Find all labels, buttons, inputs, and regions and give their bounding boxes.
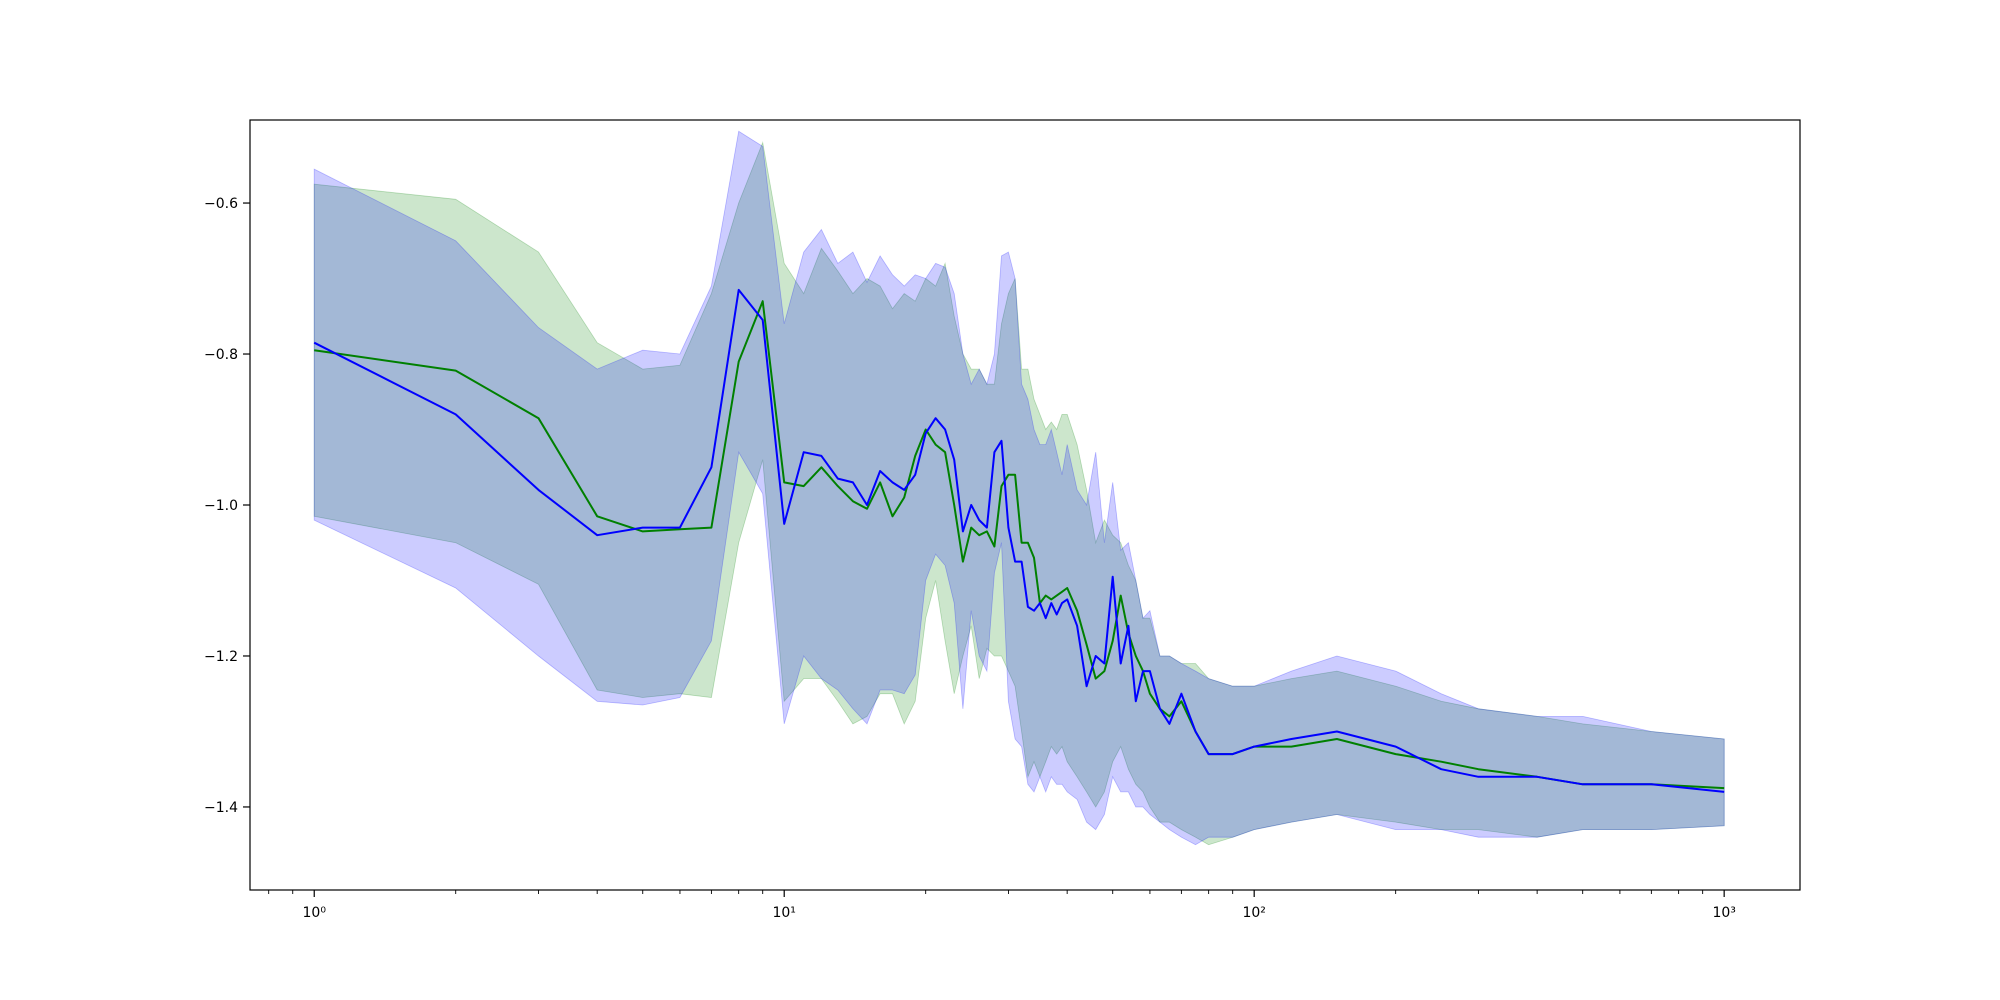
confidence-bands [313,130,1725,846]
x-tick-label: 10¹ [772,905,795,921]
x-tick-label: 10⁰ [303,905,327,921]
x-axis: 10⁰ 10¹ 10² 10³ [268,890,1736,921]
y-axis: −0.6 −0.8 −1.0 −1.2 −1.4 [204,196,250,816]
y-tick-label: −0.6 [204,196,238,212]
y-tick-label: −1.0 [204,498,238,514]
line-series-2 [313,288,1725,793]
band-series-2 [313,130,1725,846]
series-lines [313,288,1725,793]
y-tick-label: −1.4 [204,800,238,816]
y-tick-label: −1.2 [204,649,238,665]
x-tick-label: 10³ [1712,905,1735,921]
band-series-1 [313,141,1725,846]
y-tick-label: −0.8 [204,347,238,363]
x-tick-label: 10² [1242,905,1265,921]
